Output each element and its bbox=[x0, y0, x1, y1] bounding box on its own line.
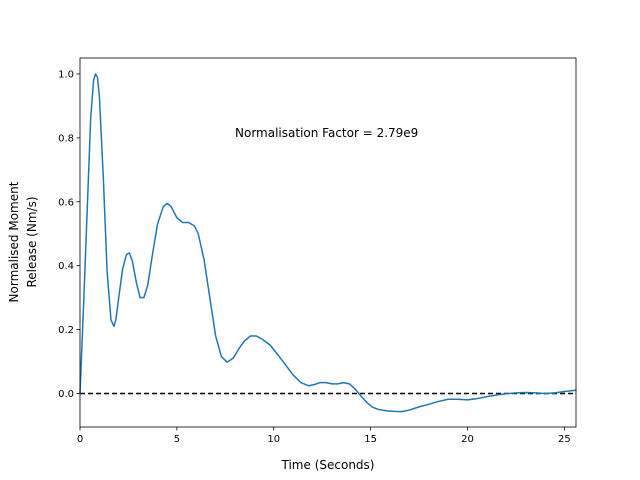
y-tick-label: 0.4 bbox=[58, 261, 74, 272]
y-tick-label: 0.0 bbox=[58, 389, 74, 400]
x-tick-label: 0 bbox=[77, 434, 83, 445]
y-tick-label: 0.8 bbox=[58, 133, 74, 144]
y-axis-label-line-2: Release (Nm/s) bbox=[25, 196, 39, 287]
normalisation-annotation: Normalisation Factor = 2.79e9 bbox=[235, 126, 418, 140]
y-axis-label: Normalised Moment Release (Nm/s) bbox=[7, 181, 39, 302]
plot-area bbox=[79, 73, 577, 413]
x-axis-label: Time (Seconds) bbox=[281, 458, 375, 472]
y-tick-label: 0.2 bbox=[58, 325, 74, 336]
x-tick-label: 10 bbox=[267, 434, 280, 445]
x-tick-label: 5 bbox=[174, 434, 180, 445]
x-tick-label: 25 bbox=[558, 434, 571, 445]
x-axis-ticks: 0 5 10 15 20 25 bbox=[77, 427, 571, 445]
axes-frame bbox=[79, 57, 577, 428]
series-line bbox=[79, 73, 577, 413]
y-tick-label: 0.6 bbox=[58, 197, 74, 208]
x-tick-label: 15 bbox=[364, 434, 377, 445]
x-tick-label: 20 bbox=[461, 434, 474, 445]
y-tick-label: 1.0 bbox=[58, 69, 74, 80]
y-axis-label-line-1: Normalised Moment bbox=[7, 181, 21, 302]
y-axis-ticks: 0.0 0.2 0.4 0.6 0.8 1.0 bbox=[58, 69, 80, 400]
